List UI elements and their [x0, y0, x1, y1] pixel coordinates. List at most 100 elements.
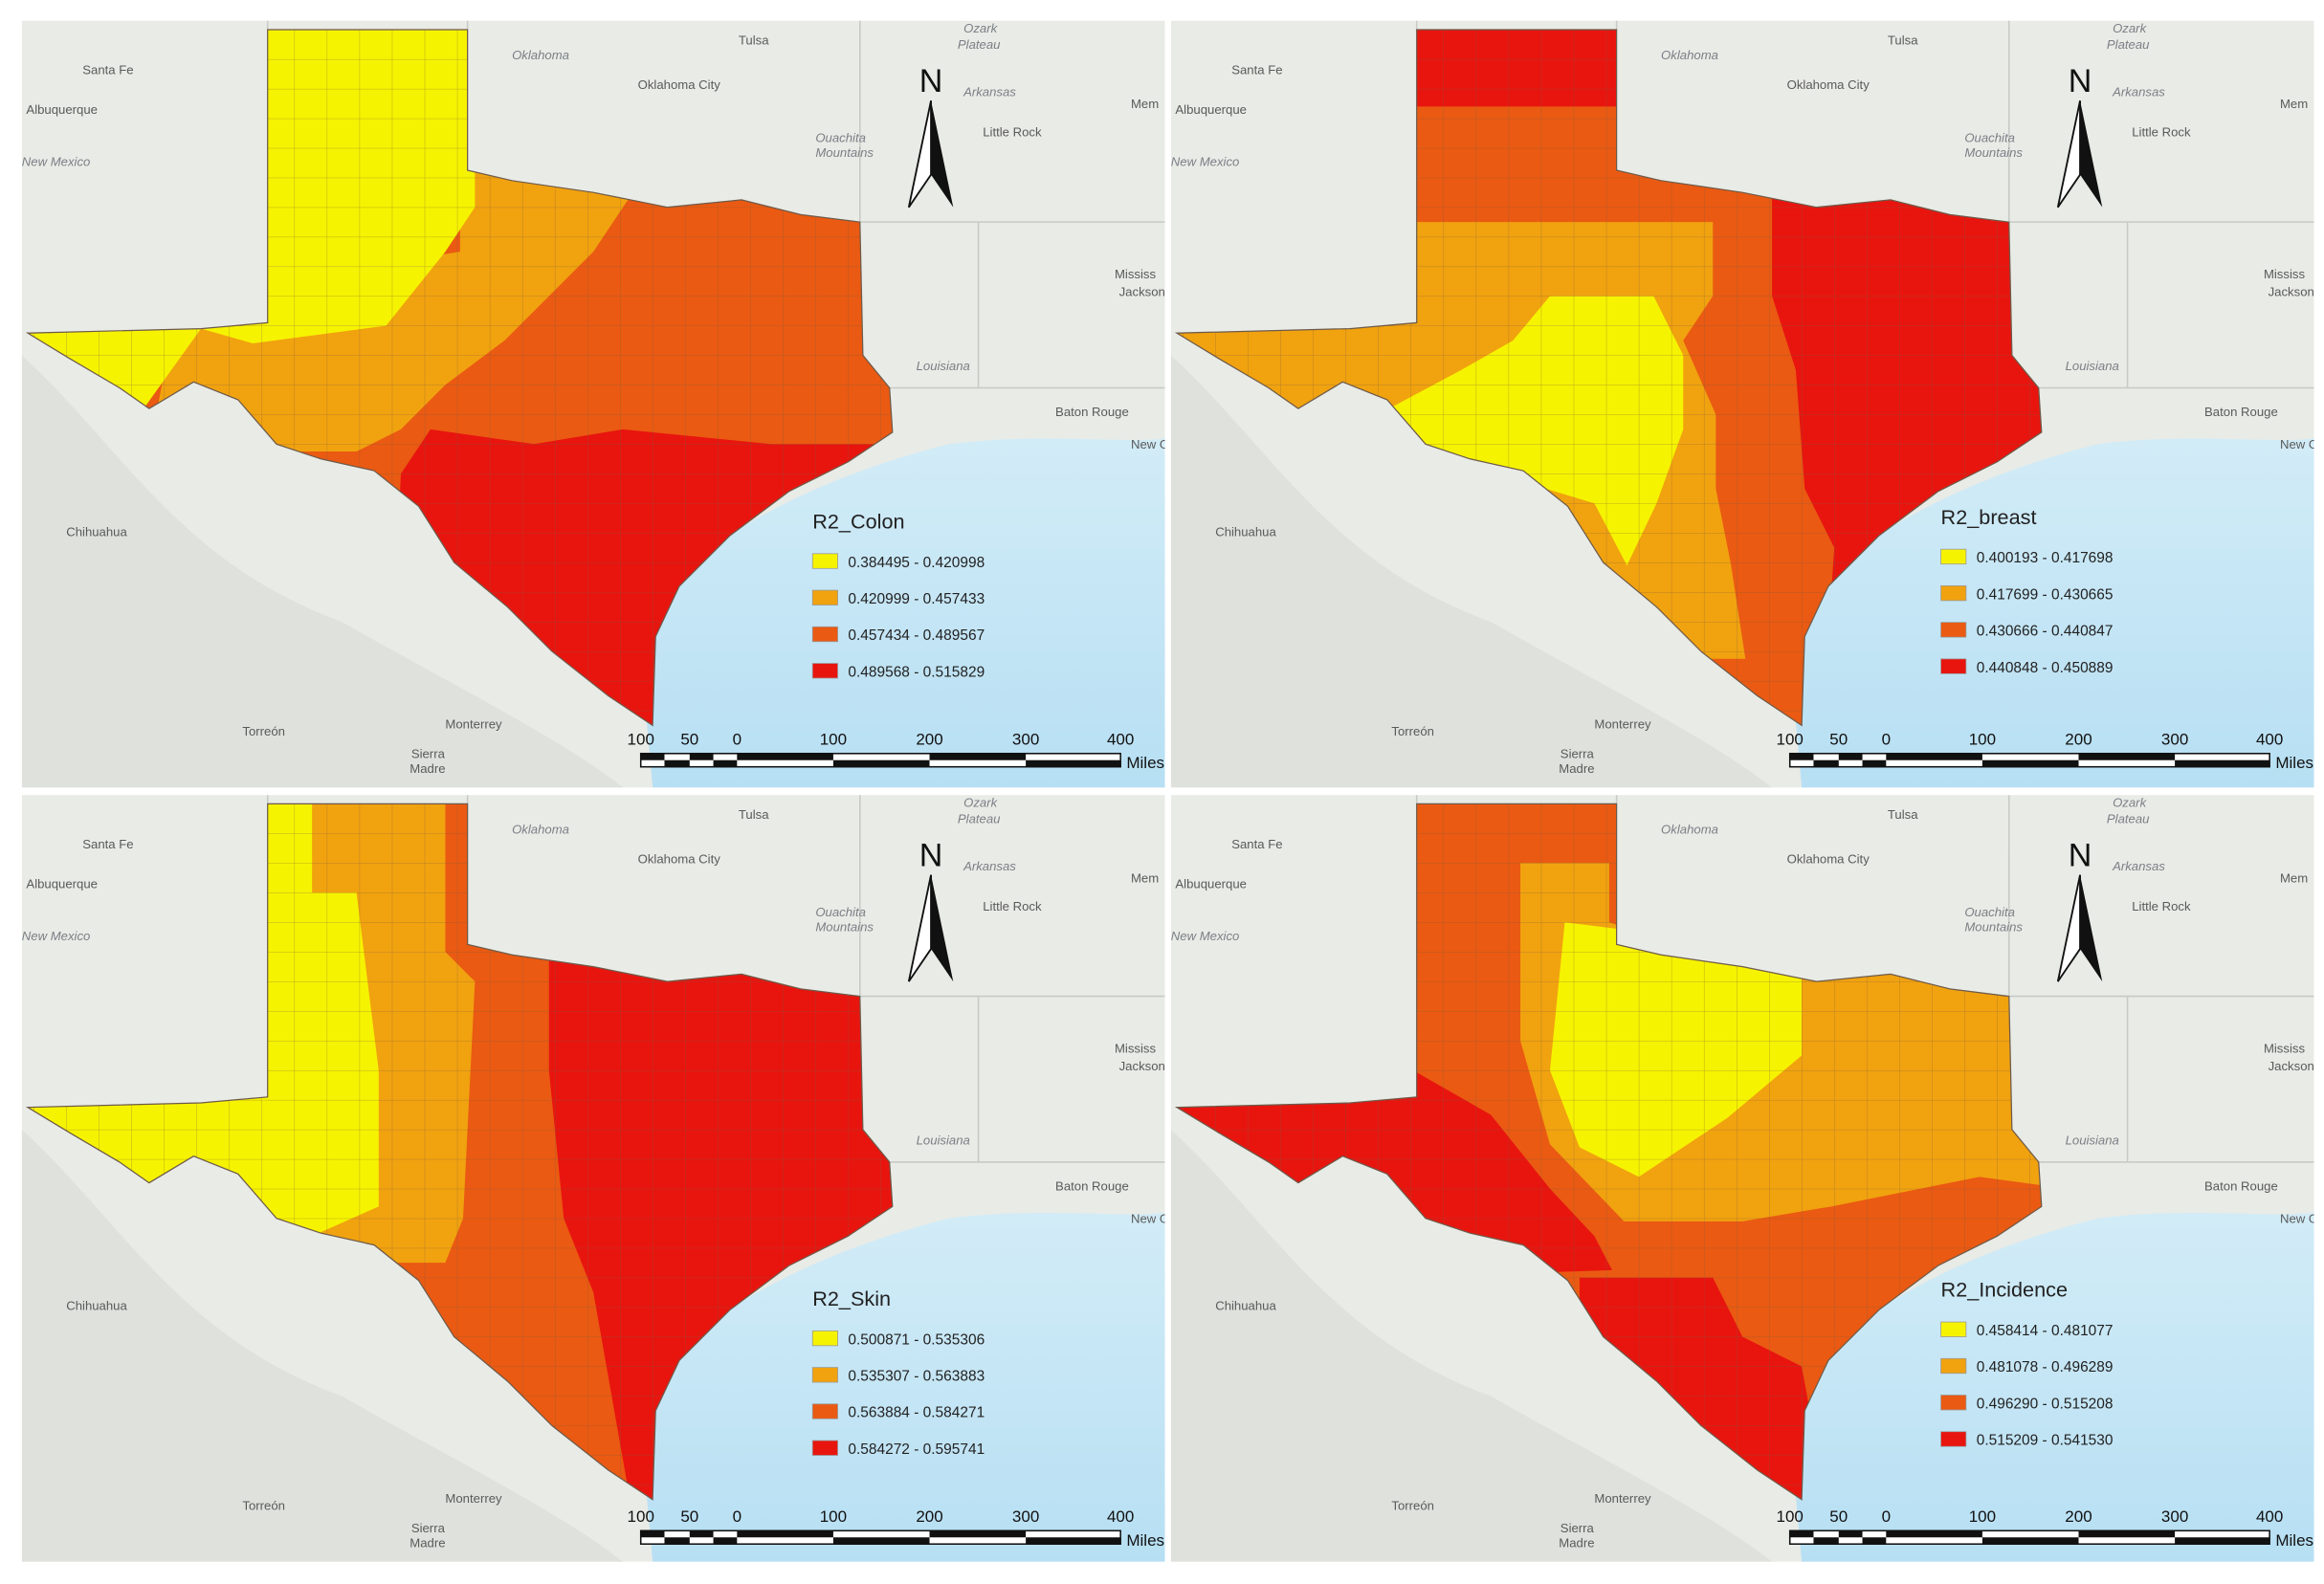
- basemap-label: Tulsa: [739, 807, 769, 822]
- basemap-label: Baton Rouge: [1055, 1178, 1129, 1193]
- scale-label: 400: [2256, 1507, 2283, 1526]
- scale-segment: [1838, 753, 1863, 760]
- panel-frame: Santa Fe Albuquerque New Mexico Oklahoma Tul…: [21, 20, 1169, 788]
- legend-swatch: [1940, 1357, 1967, 1375]
- basemap-label: Madre: [409, 761, 445, 776]
- basemap-label: New O: [1131, 437, 1169, 451]
- basemap-label: Madre: [1559, 1535, 1594, 1550]
- scale-unit: Miles: [1126, 754, 1164, 772]
- basemap-label: Mountains: [815, 145, 874, 160]
- scale-segment: [664, 759, 690, 767]
- basemap-label: Louisiana: [917, 359, 970, 373]
- basemap-label: Arkansas: [2112, 85, 2165, 99]
- scale-segment: [1886, 753, 1982, 760]
- legend-swatch: [1940, 585, 1967, 602]
- scale-segment: [640, 1530, 665, 1538]
- scale-segment: [1813, 1537, 1839, 1545]
- basemap-label: Monterrey: [445, 716, 502, 731]
- terrain: [1170, 1129, 1773, 1562]
- basemap-label: Mountains: [815, 919, 874, 934]
- scale-label: 200: [2065, 730, 2092, 748]
- basemap-label: Madre: [409, 1535, 445, 1550]
- basemap-label: Mem: [2280, 870, 2308, 885]
- basemap-label: Mem: [1131, 97, 1159, 111]
- basemap-label: Arkansas: [963, 85, 1016, 99]
- state-borders: [1415, 20, 2314, 389]
- scale-label: 200: [2065, 1507, 2092, 1526]
- basemap-label: Mem: [1131, 870, 1159, 885]
- scale-segment: [1789, 753, 1814, 760]
- basemap-label: Arkansas: [2112, 859, 2165, 873]
- scale-segment: [689, 753, 714, 760]
- scale-segment: [2078, 1530, 2176, 1538]
- basemap-label: Plateau: [2107, 812, 2150, 826]
- legend-swatch: [1940, 548, 1967, 565]
- basemap-label: Mississ: [1115, 267, 1156, 281]
- basemap-label: Mountains: [1964, 919, 2023, 934]
- scale-segment: [640, 753, 665, 760]
- legend-swatch: [1940, 1431, 1967, 1447]
- scale-segment: [689, 1530, 714, 1538]
- legend-label: 0.563884 - 0.584271: [848, 1405, 985, 1421]
- basemap-label: Oklahoma City: [1787, 851, 1870, 866]
- north-arrow-right: [2080, 100, 2103, 208]
- gulf-of-mexico: [1786, 438, 2314, 788]
- scale-label: 100: [820, 1507, 847, 1526]
- basemap-label: Ozark: [2113, 795, 2147, 809]
- basemap-label: Chihuahua: [66, 1299, 127, 1313]
- basemap-label: Baton Rouge: [1055, 405, 1129, 419]
- state-borders: [266, 795, 1165, 1163]
- scale-segment: [1862, 1537, 1887, 1545]
- basemap-label: Little Rock: [2132, 124, 2191, 139]
- legend-swatch: [811, 626, 838, 643]
- scale-segment: [1026, 1537, 1121, 1545]
- legend-swatch: [811, 663, 838, 679]
- basemap-label: Baton Rouge: [2204, 1178, 2278, 1193]
- basemap-label: New Mexico: [1171, 154, 1240, 168]
- scale-segment: [1813, 759, 1839, 767]
- scale-label: 50: [1829, 730, 1848, 748]
- basemap-label: New Mexico: [1171, 929, 1240, 943]
- legend-swatch: [811, 1330, 838, 1347]
- basemap-label: Torreón: [1391, 724, 1434, 738]
- basemap-label: Louisiana: [2066, 359, 2119, 373]
- basemap-label: Jackson: [1119, 1059, 1165, 1073]
- map-panel: Santa Fe Albuquerque New Mexico Oklahoma Tul…: [1170, 20, 2318, 788]
- scale-segment: [1981, 759, 2079, 767]
- legend-swatch: [811, 1403, 838, 1419]
- legend-label: 0.417699 - 0.430665: [1977, 586, 2114, 603]
- basemap-label: New O: [1131, 1211, 1169, 1225]
- scale-segment: [2175, 759, 2270, 767]
- basemap-label: Oklahoma City: [638, 77, 721, 92]
- basemap-label: Jackson: [2269, 285, 2314, 299]
- scale-unit: Miles: [1126, 1531, 1164, 1550]
- scale-label: 300: [1012, 1507, 1039, 1526]
- legend-label: 0.458414 - 0.481077: [1977, 1323, 2114, 1339]
- gulf-of-mexico: [637, 438, 1165, 788]
- basemap-label: Chihuahua: [66, 524, 127, 539]
- scale-label: 50: [680, 730, 698, 748]
- legend-swatch: [811, 1367, 838, 1383]
- basemap-label: Ouachita: [815, 131, 866, 145]
- basemap-label: Albuquerque: [26, 102, 98, 117]
- state-borders: [266, 20, 1165, 389]
- scale-label: 200: [916, 730, 942, 748]
- basemap-label: Chihuahua: [1215, 524, 1276, 539]
- basemap-label: Tulsa: [739, 33, 769, 47]
- scale-segment: [1886, 1530, 1982, 1538]
- basemap-label: New O: [2280, 437, 2318, 451]
- legend-label: 0.440848 - 0.450889: [1977, 660, 2114, 676]
- north-label: N: [919, 837, 943, 873]
- north-label: N: [2069, 837, 2092, 873]
- basemap-label: Little Rock: [983, 124, 1042, 139]
- scale-label: 0: [1882, 730, 1891, 748]
- basemap-label: Louisiana: [917, 1133, 970, 1147]
- basemap-label: Sierra: [1560, 1521, 1595, 1535]
- legend-swatch: [811, 553, 838, 569]
- basemap-label: Albuquerque: [26, 877, 98, 891]
- basemap-label: Torreón: [1391, 1499, 1434, 1513]
- scale-label: 300: [2161, 1507, 2188, 1526]
- north-arrow-right: [931, 874, 954, 982]
- basemap-label: Mountains: [1964, 145, 2023, 160]
